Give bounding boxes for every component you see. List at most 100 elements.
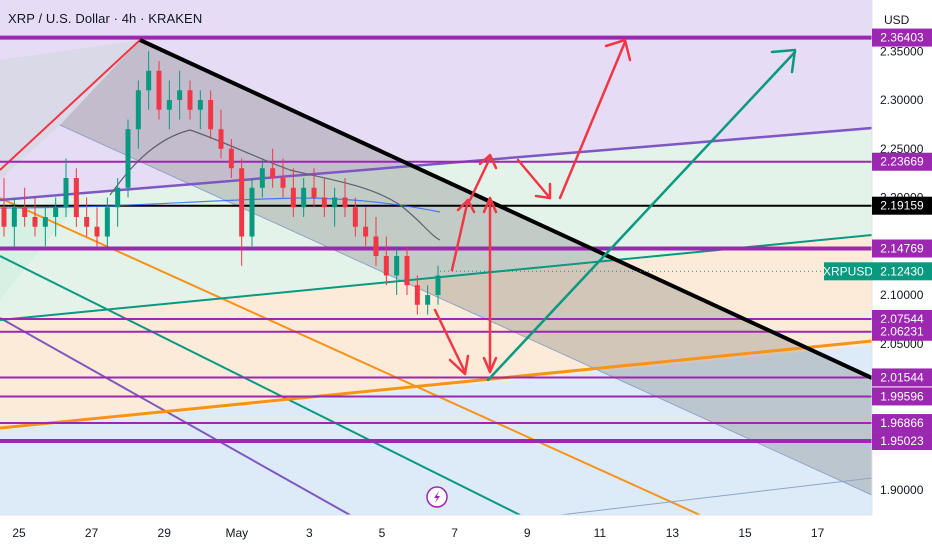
candle: [425, 285, 431, 315]
level-price-label: 1.99596: [880, 389, 924, 403]
x-tick-label: 29: [158, 526, 172, 540]
chart-title: XRP / U.S. Dollar · 4h · KRAKEN: [8, 11, 203, 26]
candle: [84, 197, 90, 237]
level-price-label: 2.07544: [880, 312, 924, 326]
candle: [280, 158, 286, 198]
candle: [187, 80, 193, 120]
level-price-label: 2.01544: [880, 370, 924, 384]
scenario-green-arrow: [486, 48, 797, 382]
candle: [311, 168, 317, 208]
fan-line-green: [0, 255, 521, 515]
fan-line-purple: [0, 317, 351, 515]
current-symbol-label: XRPUSD: [823, 264, 873, 278]
level-price-label: 2.14769: [880, 242, 924, 256]
candle: [197, 90, 203, 130]
current-price-tag: XRPUSD 2.12430: [823, 262, 932, 281]
candle: [352, 197, 358, 237]
level-price-label: 2.06231: [880, 325, 924, 339]
candle: [394, 246, 400, 295]
candle: [115, 178, 121, 227]
moving-average-gray: [109, 129, 441, 241]
x-tick-label: 11: [594, 526, 607, 540]
level-label-bg: [872, 196, 932, 215]
candle: [218, 109, 224, 159]
currency-button[interactable]: USD: [884, 13, 910, 27]
time-axis-ticks: 25 27 29 May 3 5 7 9 11 13 15 17: [12, 526, 824, 540]
candle: [166, 80, 172, 130]
candle: [125, 119, 131, 198]
level-label-bg: [872, 414, 932, 433]
x-tick-label: 5: [379, 526, 386, 540]
candle: [342, 178, 348, 217]
y-tick-label: 2.35000: [880, 44, 924, 58]
x-tick-label: 13: [666, 526, 680, 540]
x-tick-label: 3: [306, 526, 313, 540]
candle: [435, 265, 441, 305]
fan-line-orange: [0, 197, 701, 515]
candle: [321, 178, 327, 217]
candle: [53, 197, 59, 237]
candle: [146, 51, 152, 110]
candle: [373, 217, 379, 266]
fan-line-lightblue: [59, 124, 872, 496]
candle: [228, 139, 234, 178]
candle: [63, 158, 69, 217]
trendline-pink-rise: [0, 39, 141, 171]
level-price-label: 2.23669: [880, 155, 924, 169]
candle: [414, 275, 420, 315]
candle: [239, 158, 245, 266]
candle: [332, 187, 338, 227]
candle: [104, 197, 110, 247]
candle: [177, 70, 183, 120]
channel-top-line: [139, 38, 872, 380]
x-tick-label: 9: [524, 526, 531, 540]
candle: [301, 178, 307, 217]
time-axis[interactable]: [0, 515, 932, 550]
trendline-orange: [0, 339, 872, 430]
candle: [249, 178, 255, 247]
level-price-labels: 2.36403 2.23669 2.19159 2.14769 2.075442.062…: [872, 28, 932, 451]
level-label-bg: [872, 239, 932, 258]
candle: [135, 80, 141, 149]
candle: [404, 246, 410, 295]
candle: [73, 168, 79, 227]
y-tick-label: 2.30000: [880, 93, 924, 107]
zone-top-purple: [0, 0, 872, 200]
candle: [270, 148, 276, 188]
candle: [1, 178, 7, 237]
zone-lower-blue: [0, 345, 872, 515]
candle: [383, 236, 389, 286]
level-label-bg: [872, 322, 932, 341]
zone-left-gray: [0, 40, 140, 180]
lightning-bolt-icon[interactable]: [426, 486, 448, 508]
x-tick-label: 25: [12, 526, 26, 540]
candle: [208, 90, 214, 139]
candle: [42, 207, 48, 247]
descending-channel: [60, 40, 872, 495]
candle: [32, 197, 38, 237]
level-price-label: 1.96866: [880, 416, 924, 430]
x-tick-label: 27: [85, 526, 99, 540]
y-tick-label: 2.10000: [880, 288, 924, 302]
candle: [22, 187, 28, 227]
candle: [156, 61, 162, 120]
current-price-label: 2.12430: [880, 264, 924, 278]
x-tick-label: May: [225, 526, 248, 540]
candle: [94, 207, 100, 247]
level-label-bg: [872, 387, 932, 406]
y-tick-label: 2.25000: [880, 142, 924, 156]
horizontal-levels: [0, 35, 872, 444]
x-tick-label: 17: [811, 526, 825, 540]
level-label-bg: [872, 28, 932, 47]
level-price-label: 1.95023: [880, 434, 924, 448]
x-tick-label: 15: [738, 526, 752, 540]
trendline-purple-upper: [0, 126, 872, 202]
level-label-bg: [872, 152, 932, 171]
fan-line-lightblue-low: [559, 477, 872, 515]
scenario-red-path: [433, 38, 632, 376]
y-tick-label: 1.90000: [880, 483, 924, 497]
level-label-bg: [872, 432, 932, 451]
x-tick-label: 7: [451, 526, 458, 540]
